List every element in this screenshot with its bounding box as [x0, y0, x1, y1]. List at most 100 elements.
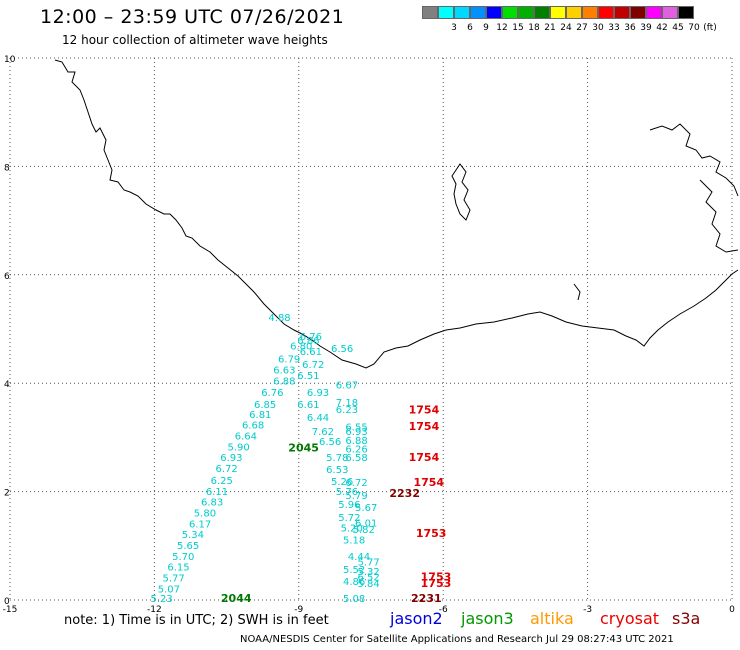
pass-time-label: 1753: [421, 577, 452, 590]
x-tick-label: -3: [583, 605, 592, 615]
wave-height-value: 6.83: [201, 498, 223, 509]
wave-height-value: 5.52: [343, 565, 365, 576]
wave-height-value: 6.72: [302, 360, 324, 371]
color-swatch-label: 15: [512, 23, 524, 33]
wave-height-value: 5.32: [357, 567, 379, 578]
x-tick-label: -15: [3, 605, 18, 615]
color-swatch: [438, 6, 454, 19]
legend-jason2: jason2: [390, 609, 443, 628]
color-swatch: [502, 6, 518, 19]
wave-height-value: 6.15: [167, 563, 189, 574]
wave-height-value: 6.56: [319, 437, 341, 448]
wave-height-value: 7.62: [312, 427, 334, 438]
wave-height-value: 5.82: [353, 525, 375, 536]
wave-height-value: 6.80: [290, 342, 312, 353]
y-tick-label: 0: [4, 597, 10, 607]
y-tick-label: 4: [4, 380, 10, 390]
wave-height-value: 7.18: [336, 398, 358, 409]
y-tick-label: 6: [4, 272, 10, 282]
color-swatch-label: 12: [496, 23, 508, 33]
color-swatch: [534, 6, 550, 19]
color-swatch-label: 24: [560, 23, 572, 33]
wave-height-value: 6.72: [345, 478, 367, 489]
coast-northeast: [649, 123, 739, 253]
color-scale-unit: (ft): [703, 23, 717, 33]
wave-height-value: 4.88: [268, 313, 290, 324]
wave-height-value: 6.85: [254, 400, 276, 411]
wave-height-value: 6.79: [278, 355, 300, 366]
wave-height-value: 4.86: [343, 577, 365, 588]
y-tick-label: 2: [4, 489, 10, 499]
wave-height-value: 6.44: [307, 413, 329, 424]
island-north: [451, 163, 471, 221]
pass-time-label: 1753: [416, 527, 447, 540]
wave-height-value: 5.08: [343, 594, 365, 605]
page-title: 12:00 – 23:59 UTC 07/26/2021: [40, 6, 345, 28]
y-tick-label: 10: [4, 55, 16, 65]
wave-height-value: 5.67: [355, 503, 377, 514]
pass-time-label: 1753: [421, 570, 452, 583]
wave-height-value: 5.80: [194, 509, 216, 520]
wave-height-value: 6.88: [273, 376, 295, 387]
wave-height-value: 5.78: [326, 453, 348, 464]
pass-time-label: 1754: [409, 420, 440, 433]
color-swatch-label: 30: [592, 23, 604, 33]
color-swatch: [598, 6, 614, 19]
wave-height-value: 5.72: [338, 513, 360, 524]
color-swatch-label: 70: [688, 23, 700, 33]
pass-time-label: 2231: [411, 592, 442, 605]
pass-time-label: 1754: [413, 476, 444, 489]
wave-height-value: 6.01: [355, 518, 377, 529]
coastline: [54, 59, 739, 369]
color-swatch: [454, 6, 470, 19]
pass-time-label: 2045: [288, 441, 319, 454]
color-swatch: [518, 6, 534, 19]
wave-height-value: 6.61: [297, 400, 319, 411]
wave-height-value: 5.07: [158, 584, 180, 595]
coastline-main: [54, 59, 739, 369]
color-swatch-label: 39: [640, 23, 652, 33]
map-grid: [9, 57, 733, 601]
legend-jason3: jason3: [461, 609, 514, 628]
wave-height-value: 6.86: [297, 336, 319, 347]
y-tick-label: 8: [4, 163, 10, 173]
wave-height-value: 6.67: [336, 381, 358, 392]
pass-time-label: 2044: [221, 592, 252, 605]
wave-height-value: 5.90: [228, 442, 250, 453]
axis-tick-labels: -15 -12 -9 -6 -3 0 0 2 4 6 8 10: [3, 55, 735, 615]
wave-height-value: 5.26: [331, 477, 353, 488]
color-swatch: [630, 6, 646, 19]
wave-height-value: 6.55: [345, 422, 367, 433]
wave-height-value: 6.61: [300, 347, 322, 358]
wave-height-value: 6.17: [189, 519, 211, 530]
wave-height-value: 6.56: [331, 344, 353, 355]
wave-height-value: 5.18: [343, 536, 365, 547]
color-swatch-label: 9: [483, 23, 489, 33]
legend-s3a: s3a: [672, 609, 701, 628]
wave-height-value: 6.88: [345, 436, 367, 447]
x-tick-label: 0: [729, 605, 735, 615]
wave-height-value: 5.76: [336, 487, 358, 498]
wave-height-value: 6.26: [345, 445, 367, 456]
wave-height-value: 6.72: [215, 464, 237, 475]
wave-height-value: 6.63: [273, 365, 295, 376]
wave-height-value: 6.76: [300, 332, 322, 343]
color-swatch-label: 18: [528, 23, 540, 33]
wave-height-value: 6.11: [206, 487, 228, 498]
color-swatch-label: 6: [467, 23, 473, 33]
legend-cryosat: cryosat: [600, 609, 660, 628]
wave-height-value: 5.20: [341, 524, 363, 535]
color-swatch-label: 33: [608, 23, 620, 33]
wave-height-value: 5.79: [345, 491, 367, 502]
pass-time-label: 2232: [389, 487, 420, 500]
color-swatch: [422, 6, 438, 19]
wave-height-value: 6.93: [220, 453, 242, 464]
color-swatch-label: 36: [624, 23, 636, 33]
color-swatch-label: 42: [656, 23, 668, 33]
wave-height-values: 4.886.766.866.806.61 6.566.79 6.726.63 6.51…: [150, 313, 451, 605]
color-swatch: [566, 6, 582, 19]
legend-altika: altika: [530, 609, 574, 628]
page-subtitle: 12 hour collection of altimeter wave hei…: [62, 33, 328, 47]
wave-height-value: 6.23: [336, 405, 358, 416]
